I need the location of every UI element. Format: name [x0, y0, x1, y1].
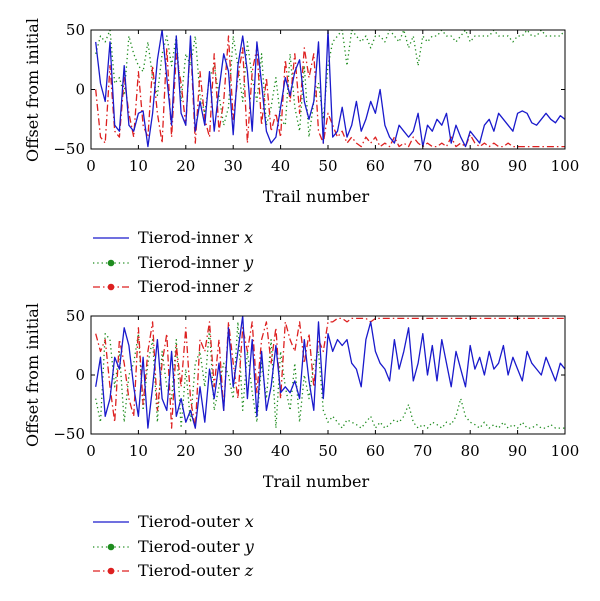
top-x-axis-label: Trail number: [263, 187, 370, 206]
top-y-tick-label: −50: [53, 140, 85, 158]
bottom-x-tick-label: 60: [366, 442, 385, 460]
top-x-tick-label: 80: [461, 157, 480, 175]
bottom-series-group: [95, 316, 565, 429]
top-legend: Tierod-inner x Tierod-inner y Tierod-inn…: [93, 228, 254, 296]
bottom-x-tick-label: 70: [413, 442, 432, 460]
bottom-legend-label-y: Tierod-outer y: [138, 537, 255, 556]
bottom-legend-marker-y: [107, 543, 115, 551]
bottom-y-tick-label: 50: [66, 307, 85, 325]
top-legend-marker-z: [107, 283, 115, 291]
bottom-x-tick-label: 90: [508, 442, 527, 460]
bottom-x-axis-label: Trail number: [263, 472, 370, 491]
top-x-tick-label: 30: [224, 157, 243, 175]
top-series-group: [95, 30, 565, 148]
top-x-tick-label: 100: [551, 157, 580, 175]
bottom-x-tick-label: 0: [86, 442, 96, 460]
top-x-tick-label: 50: [318, 157, 337, 175]
top-y-tick-label: 50: [66, 21, 85, 39]
top-series-x-line: [95, 30, 565, 148]
bottom-legend-label-z: Tierod-outer z: [138, 561, 254, 580]
top-legend-item-x: Tierod-inner x: [93, 228, 253, 247]
bottom-y-tick-label: 0: [75, 366, 85, 384]
top-legend-item-z: Tierod-inner z: [93, 277, 253, 296]
bottom-y-axis: 50 0 −50: [53, 307, 565, 443]
bottom-x-tick-label: 80: [461, 442, 480, 460]
bottom-x-axis: 0 10 20 30 40 50 60 70 80 90 100: [86, 316, 579, 460]
bottom-series-x-line: [95, 316, 565, 429]
bottom-x-tick-label: 30: [224, 442, 243, 460]
top-x-tick-label: 20: [176, 157, 195, 175]
top-y-axis: 50 0 −50: [53, 21, 565, 158]
top-y-axis-label: Offset from initial: [23, 18, 42, 162]
top-legend-label-y: Tierod-inner y: [138, 253, 254, 272]
top-x-tick-label: 70: [413, 157, 432, 175]
bottom-legend-marker-z: [107, 567, 115, 575]
top-x-tick-label: 60: [366, 157, 385, 175]
top-x-tick-label: 10: [129, 157, 148, 175]
top-x-tick-label: 90: [508, 157, 527, 175]
bottom-x-tick-label: 50: [318, 442, 337, 460]
bottom-x-tick-label: 100: [551, 442, 580, 460]
bottom-legend-item-z: Tierod-outer z: [93, 561, 254, 580]
bottom-y-tick-label: −50: [53, 425, 85, 443]
top-legend-marker-y: [107, 259, 115, 267]
top-legend-label-z: Tierod-inner z: [138, 277, 253, 296]
bottom-x-tick-label: 10: [129, 442, 148, 460]
top-series-z-line: [95, 35, 565, 148]
bottom-chart: 0 10 20 30 40 50 60 70 80 90 100 500−50 Trail numb…: [23, 303, 579, 491]
bottom-legend: Tierod-outer x Tierod-outer y Tierod-out…: [93, 512, 255, 580]
bottom-legend-item-x: Tierod-outer x: [93, 512, 254, 531]
top-y-tick-label: 0: [75, 81, 85, 99]
bottom-legend-item-y: Tierod-outer y: [93, 537, 255, 556]
bottom-series-y-line: [95, 321, 565, 429]
top-legend-item-y: Tierod-inner y: [93, 253, 254, 272]
top-x-tick-label: 40: [271, 157, 290, 175]
bottom-x-tick-label: 40: [271, 442, 290, 460]
top-chart: 0 10 20 30 40 50 60 70 80 90 100 500−50 Trail numb…: [23, 18, 579, 206]
top-x-axis: 0 10 20 30 40 50 60 70 80 90 100: [86, 30, 579, 175]
bottom-y-axis-label: Offset from initial: [23, 303, 42, 447]
bottom-legend-label-x: Tierod-outer x: [138, 512, 254, 531]
top-x-tick-label: 0: [86, 157, 96, 175]
bottom-x-tick-label: 20: [176, 442, 195, 460]
top-legend-label-x: Tierod-inner x: [138, 228, 253, 247]
bottom-series-z-line: [95, 317, 565, 429]
